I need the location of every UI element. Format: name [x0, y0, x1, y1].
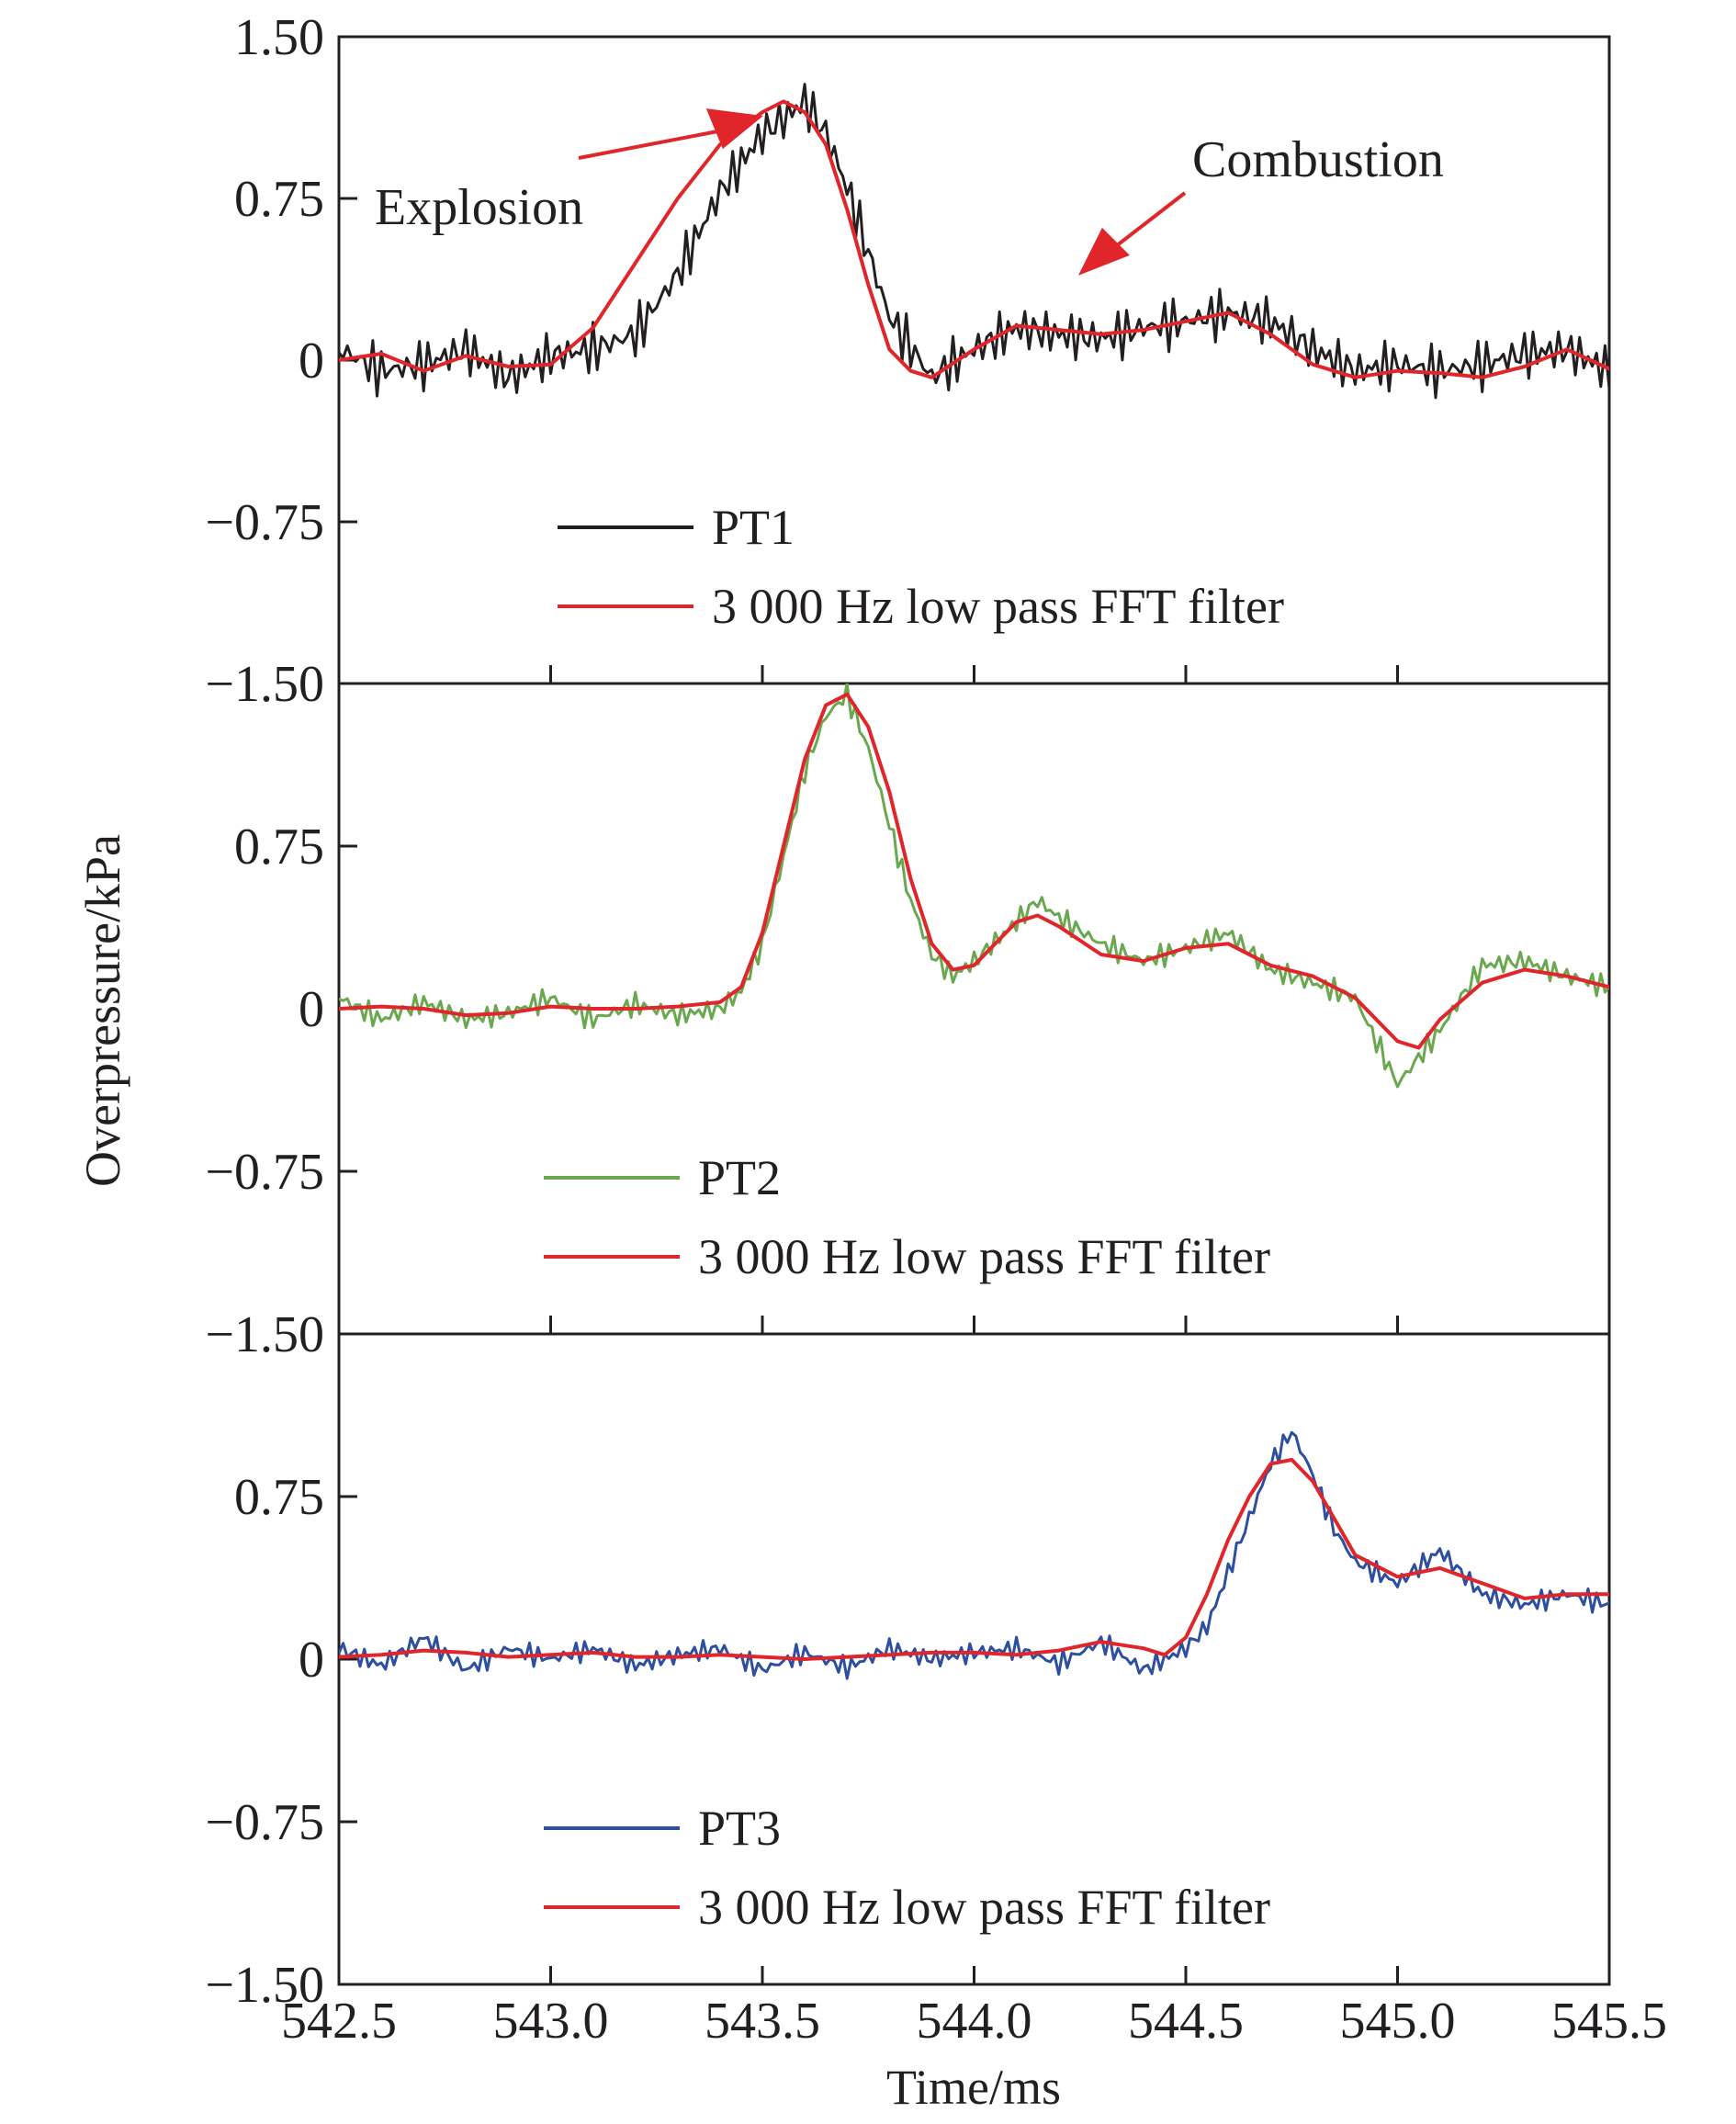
- y-tick-label: 0.75: [234, 171, 324, 228]
- y-tick-label: −0.75: [205, 1794, 324, 1851]
- panels: 1.50 0.75 0 −0.75 −1.50 PT1 3 000 Hz low pass …: [205, 9, 1611, 2014]
- x-tick-label: 543.0: [493, 1993, 609, 2050]
- legend: PT3 3 000 Hz low pass FFT filter: [544, 1801, 1270, 1935]
- y-tick-label: −0.75: [205, 494, 324, 551]
- legend-label: PT3: [698, 1801, 781, 1856]
- x-tick-label: 545.0: [1340, 1993, 1456, 2050]
- y-tick-label: −1.50: [205, 1306, 324, 1363]
- y-tick-label: −1.50: [205, 1957, 324, 2014]
- annotation-combustion: Combustion: [1192, 131, 1444, 188]
- panel-2: 0.75 0 −0.75 −1.50 PT2 3 000 Hz low pass FFT …: [205, 682, 1611, 1363]
- y-tick-label: −1.50: [205, 656, 324, 713]
- combustion-arrow: [1110, 191, 1187, 252]
- y-tick-label: 0.75: [234, 1469, 324, 1526]
- series-line-2-1: [339, 684, 1609, 1089]
- y-tick-label: 1.50: [234, 9, 324, 66]
- series-line-2-2: [339, 692, 1609, 1050]
- legend: PT1 3 000 Hz low pass FFT filter: [558, 500, 1284, 634]
- panel-3: 0.75 0 −0.75 −1.50 PT3 3 000 Hz low pass FFT …: [205, 1332, 1611, 2014]
- series-group: [339, 83, 1609, 400]
- x-tick-label: 543.5: [705, 1993, 820, 2050]
- x-tick-label: 544.0: [917, 1993, 1032, 2050]
- explosion-arrow: [578, 128, 727, 160]
- legend: PT2 3 000 Hz low pass FFT filter: [544, 1150, 1270, 1284]
- series-line-1-1: [339, 83, 1609, 400]
- series-line-3-2: [339, 1457, 1609, 1661]
- x-tick-label: 544.5: [1128, 1993, 1244, 2050]
- y-tick-label: −0.75: [205, 1144, 324, 1201]
- y-axis-title: Overpressure/kPa: [75, 834, 130, 1187]
- x-tick-label: 542.5: [281, 1993, 397, 2050]
- x-axis: 542.5 543.0 543.5 544.0 544.5 545.0 545.5: [281, 1993, 1667, 2050]
- explosion-arrowhead: [705, 108, 763, 150]
- legend-label: 3 000 Hz low pass FFT filter: [712, 579, 1284, 634]
- series-line-3-1: [339, 1430, 1609, 1680]
- legend-label: 3 000 Hz low pass FFT filter: [698, 1229, 1270, 1284]
- series-line-1-2: [339, 99, 1609, 379]
- panel-1: 1.50 0.75 0 −0.75 −1.50 PT1 3 000 Hz low pass …: [205, 9, 1611, 713]
- x-axis-title: Time/ms: [886, 2060, 1061, 2115]
- legend-label: 3 000 Hz low pass FFT filter: [698, 1880, 1270, 1935]
- annotation-explosion: Explosion: [375, 179, 583, 236]
- x-tick-label: 545.5: [1551, 1993, 1667, 2050]
- series-group: [339, 684, 1609, 1089]
- legend-label: PT2: [698, 1150, 781, 1205]
- legend-label: PT1: [712, 500, 795, 555]
- y-tick-label: 0.75: [234, 819, 324, 876]
- y-tick-label: 0: [299, 981, 324, 1038]
- y-tick-label: 0: [299, 1632, 324, 1689]
- series-group: [339, 1430, 1609, 1680]
- combustion-arrowhead: [1077, 227, 1130, 276]
- y-tick-label: 0: [299, 333, 324, 390]
